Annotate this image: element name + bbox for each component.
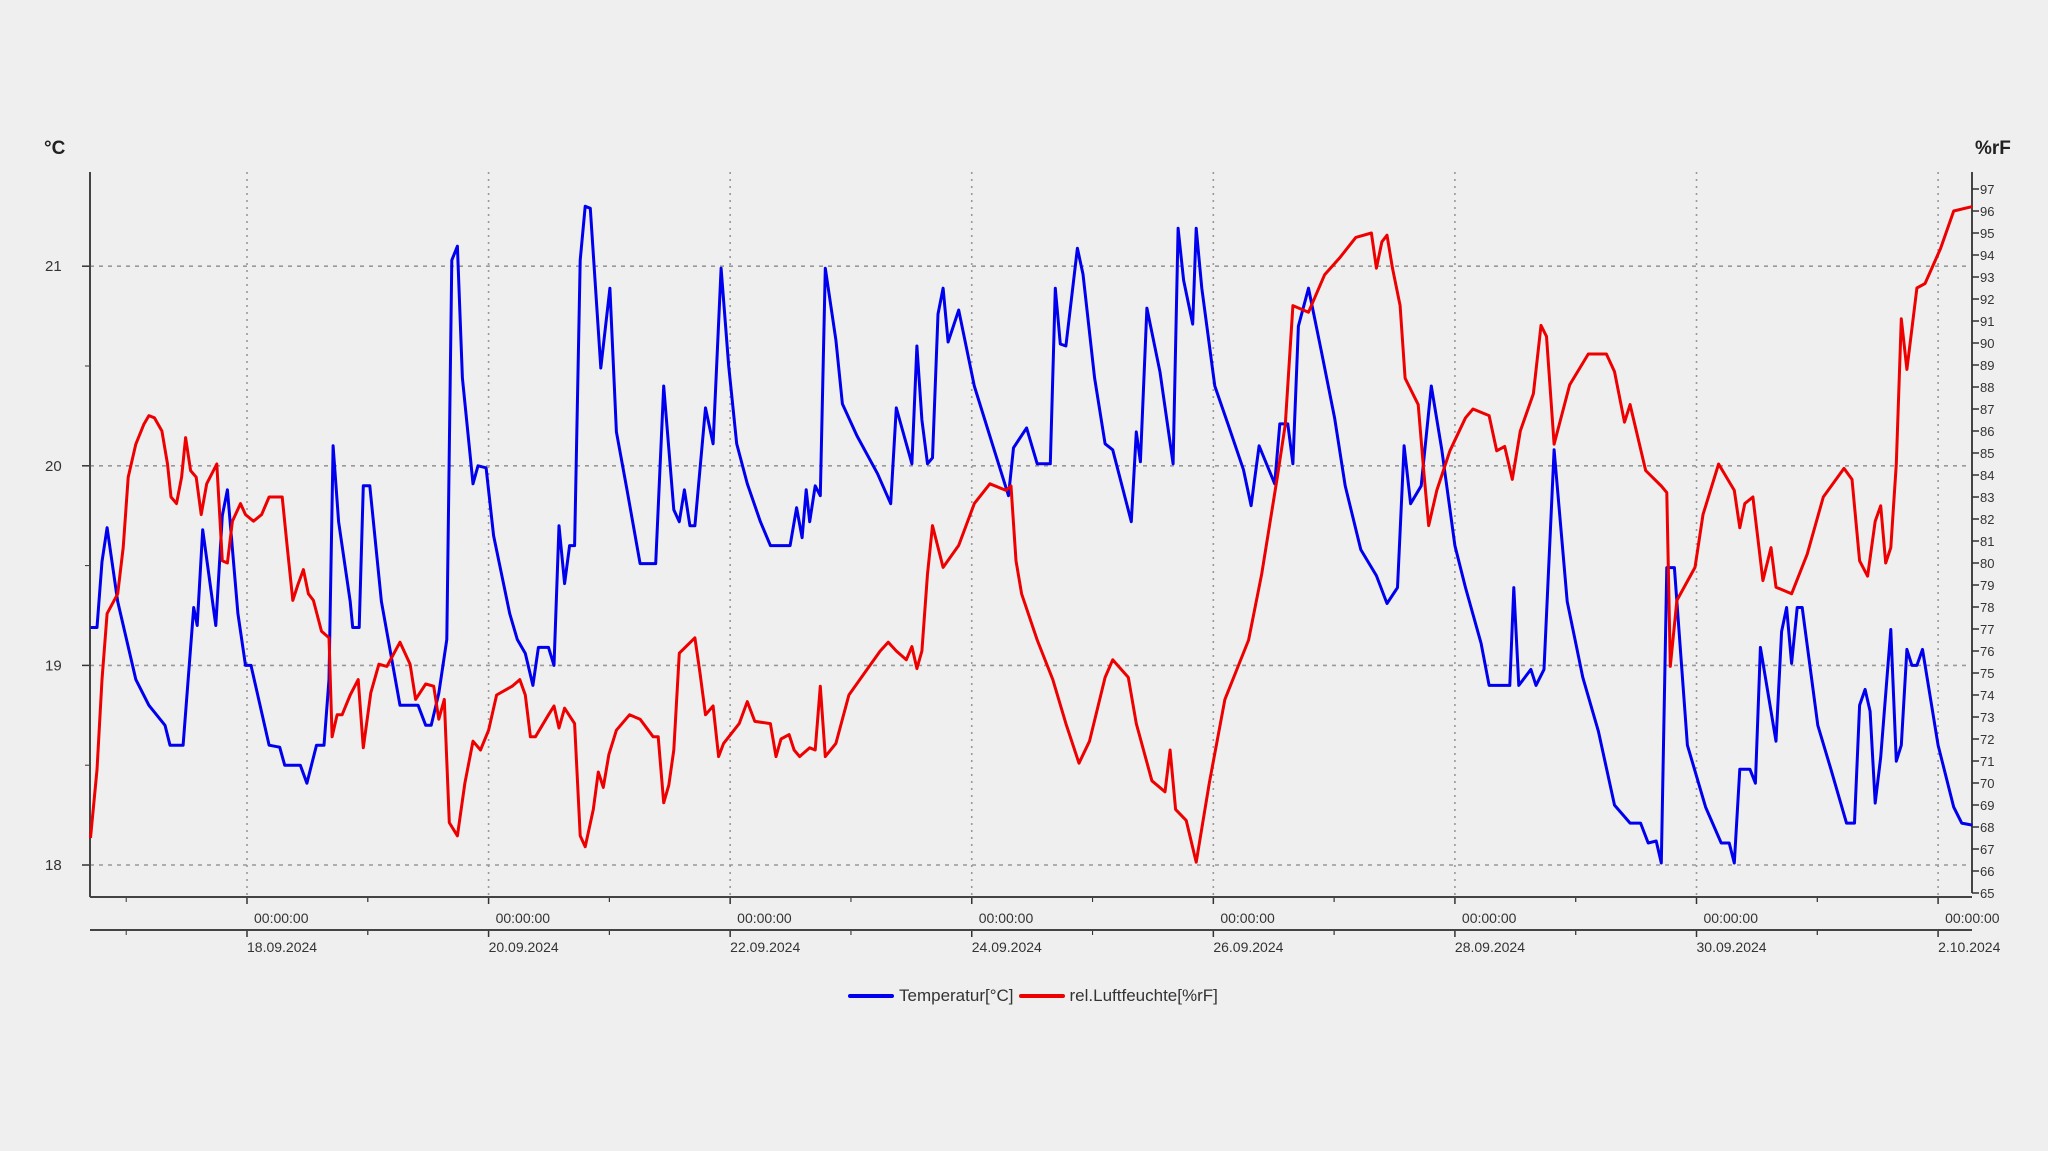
right-y-tick-label: 93 [1980,270,1994,285]
humidity-series-line [89,205,1973,864]
right-y-tick-label: 91 [1980,314,1994,329]
legend-label-temperature: Temperatur[°C] [899,986,1014,1005]
right-y-tick-label: 90 [1980,336,1994,351]
right-y-tick-label: 80 [1980,556,1994,571]
legend-swatch-humidity [1018,994,1065,998]
left-axis-unit-label: °C [44,138,66,159]
x-tick-date-label: 30.09.2024 [1697,939,1767,955]
right-y-tick-label: 66 [1980,864,1994,879]
y-tick-label: 19 [45,657,62,674]
right-y-tick-label: 82 [1980,512,1994,527]
right-y-tick-label: 79 [1980,578,1994,593]
x-tick-date-label: 2.10.2024 [1938,939,2000,955]
right-y-tick-label: 70 [1980,776,1994,791]
temperature-series-line [90,204,1973,865]
legend: Temperatur[°C] rel.Luftfeuchte[%rF] [848,986,1223,1006]
x-tick-time-label: 00:00:00 [979,910,1034,926]
y-tick-label: 20 [45,458,62,475]
right-y-tick-label: 88 [1980,380,1994,395]
right-y-tick-label: 67 [1980,842,1994,857]
x-tick-date-label: 22.09.2024 [730,939,800,955]
x-tick-date-label: 26.09.2024 [1213,939,1283,955]
right-y-tick-label: 94 [1980,248,1994,263]
x-tick-time-label: 00:00:00 [496,910,551,926]
right-y-tick-label: 65 [1980,886,1994,901]
right-y-tick-label: 86 [1980,424,1994,439]
x-tick-time-label: 00:00:00 [1945,910,2000,926]
right-y-tick-label: 69 [1980,798,1994,813]
x-tick-time-label: 00:00:00 [1704,910,1759,926]
right-y-tick-label: 87 [1980,402,1994,417]
right-y-tick-label: 78 [1980,600,1994,615]
right-y-tick-label: 75 [1980,666,1994,681]
right-y-tick-label: 95 [1980,226,1994,241]
x-tick-date-label: 28.09.2024 [1455,939,1525,955]
x-tick-date-label: 20.09.2024 [489,939,559,955]
x-tick-date-label: 18.09.2024 [247,939,317,955]
legend-label-humidity: rel.Luftfeuchte[%rF] [1069,986,1218,1005]
right-y-tick-label: 68 [1980,820,1994,835]
right-axis-unit-label: %rF [1975,138,2011,159]
right-y-tick-label: 84 [1980,468,1994,483]
right-y-tick-label: 76 [1980,644,1994,659]
right-y-tick-label: 85 [1980,446,1994,461]
right-y-tick-label: 72 [1980,732,1994,747]
right-y-tick-label: 71 [1980,754,1994,769]
x-tick-time-label: 00:00:00 [254,910,309,926]
y-tick-label: 21 [45,258,62,275]
x-tick-time-label: 00:00:00 [1220,910,1275,926]
x-tick-date-label: 24.09.2024 [972,939,1042,955]
legend-swatch-temperature [848,994,894,998]
right-y-tick-label: 73 [1980,710,1994,725]
right-y-tick-label: 97 [1980,182,1994,197]
right-y-tick-label: 92 [1980,292,1994,307]
x-tick-time-label: 00:00:00 [737,910,792,926]
x-tick-time-label: 00:00:00 [1462,910,1517,926]
right-y-tick-label: 89 [1980,358,1994,373]
right-y-tick-label: 83 [1980,490,1994,505]
y-tick-label: 18 [45,857,62,874]
right-y-tick-label: 96 [1980,204,1994,219]
right-y-tick-label: 77 [1980,622,1994,637]
right-y-tick-label: 74 [1980,688,1994,703]
right-y-tick-label: 81 [1980,534,1994,549]
